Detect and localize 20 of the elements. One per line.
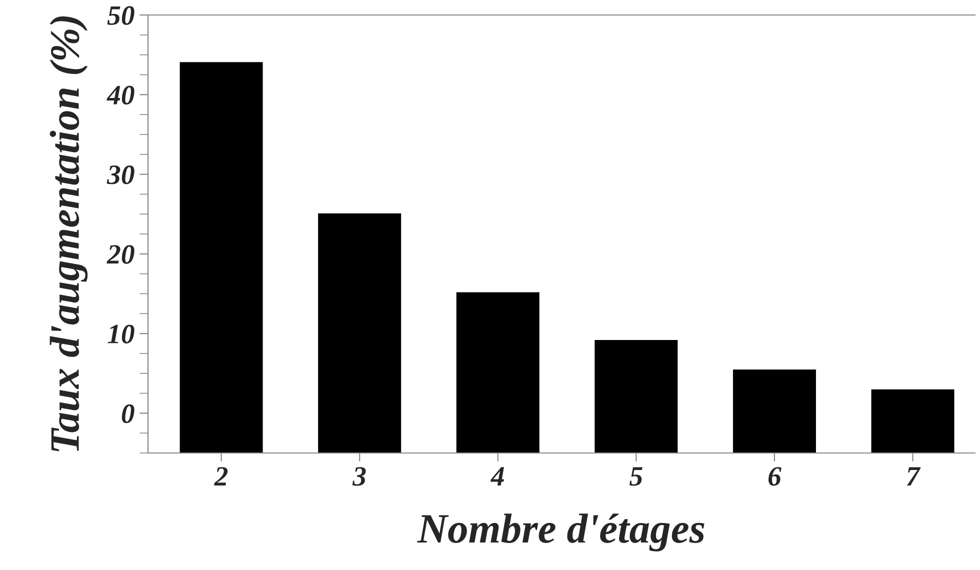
x-tick-label: 2 xyxy=(214,467,228,486)
y-tick-label: 50 xyxy=(107,6,134,25)
x-tick-label: 3 xyxy=(352,467,366,486)
y-tick-label: 0 xyxy=(122,404,134,424)
x-tick-label: 4 xyxy=(490,467,504,486)
y-axis-title: Taux d'augmentation (%) xyxy=(50,16,88,452)
x-tick-label: 5 xyxy=(630,467,642,486)
bar xyxy=(871,389,954,453)
y-tick-label: 20 xyxy=(106,245,134,264)
bar xyxy=(732,369,816,453)
bar xyxy=(180,62,263,453)
x-axis-title: Nombre d'étages xyxy=(417,514,704,552)
bar xyxy=(456,292,540,453)
y-tick-label: 40 xyxy=(106,86,134,105)
bar xyxy=(594,340,678,453)
y-tick-label: 30 xyxy=(106,165,134,184)
bar xyxy=(318,213,402,453)
y-tick-label: 10 xyxy=(108,324,134,344)
x-tick-label: 7 xyxy=(906,467,921,486)
x-tick-label: 6 xyxy=(768,467,782,486)
